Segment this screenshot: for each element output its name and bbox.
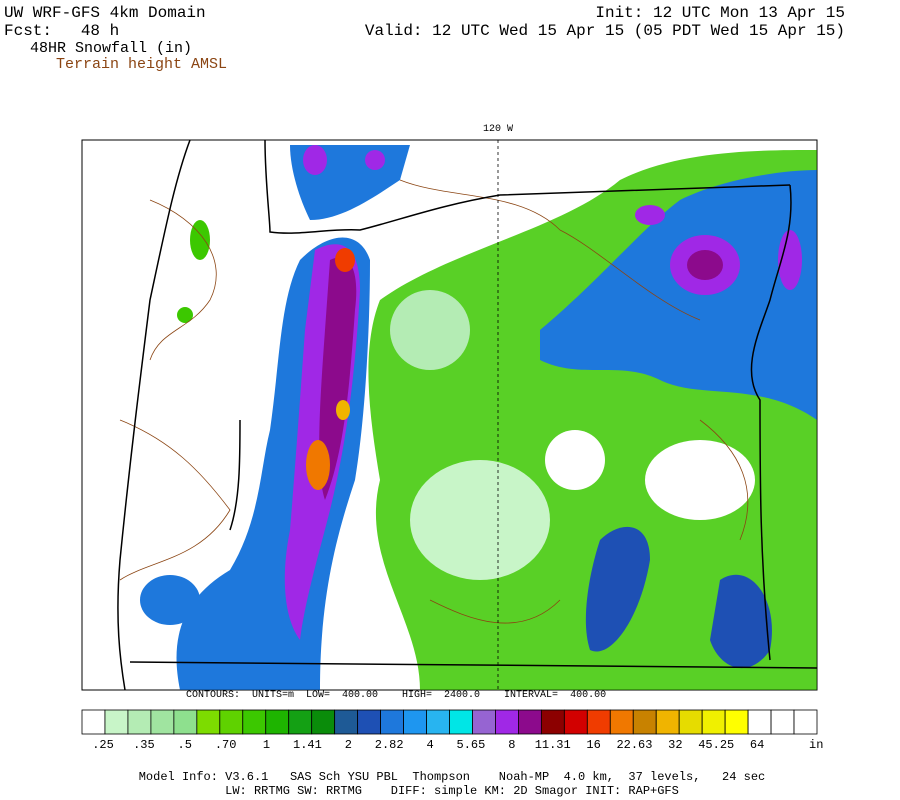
- colorbar-box: [127, 709, 152, 735]
- colorbar-box: [242, 709, 267, 735]
- colorbar-box: [196, 709, 221, 735]
- field-name: 48HR Snowfall (in): [30, 40, 192, 57]
- meridian-label: 120 W: [483, 124, 513, 135]
- colorbar-label: 64: [750, 738, 764, 752]
- colorbar-box: [472, 709, 496, 735]
- colorbar-box: [540, 709, 565, 735]
- colorbar-box: [770, 709, 795, 735]
- colorbar-label: .25: [92, 738, 114, 752]
- colorbar-label: 2: [345, 738, 352, 752]
- overlay-name: Terrain height AMSL: [56, 56, 227, 73]
- colorbar-box: [403, 709, 427, 735]
- colorbar-label: 11.31: [535, 738, 571, 752]
- colorbar-box: [655, 709, 680, 735]
- footer-physics: LW: RRTMG SW: RRTMG DIFF: simple KM: 2D …: [225, 784, 679, 798]
- colorbar-box: [609, 709, 634, 735]
- colorbar-box: [793, 709, 818, 735]
- colorbar-box: [219, 709, 244, 735]
- colorbar-label: 22.63: [616, 738, 652, 752]
- colorbar-unit: in: [809, 738, 823, 752]
- colorbar-label: 16: [586, 738, 600, 752]
- colorbar-label: .5: [178, 738, 192, 752]
- colorbar-box: [724, 709, 749, 735]
- colorbar-box: [357, 709, 381, 735]
- colorbar-box: [334, 709, 359, 735]
- colorbar-label: 2.82: [375, 738, 404, 752]
- colorbar-box: [495, 709, 519, 735]
- colorbar-label: 1: [263, 738, 270, 752]
- colorbar-box: [380, 709, 404, 735]
- model-title: UW WRF-GFS 4km Domain: [4, 4, 206, 22]
- colorbar-box: [104, 709, 129, 735]
- init-time: Init: 12 UTC Mon 13 Apr 15: [595, 4, 845, 22]
- colorbar-box: [632, 709, 657, 735]
- colorbar-label: 1.41: [293, 738, 322, 752]
- forecast-hour: Fcst: 48 h: [4, 22, 119, 40]
- colorbar-box: [563, 709, 588, 735]
- colorbar-box: [701, 709, 726, 735]
- colorbar-box: [678, 709, 703, 735]
- colorbar-label: 4: [426, 738, 433, 752]
- colorbar-box: [311, 709, 336, 735]
- contour-info: CONTOURS: UNITS=m LOW= 400.00 HIGH= 2400…: [186, 690, 606, 701]
- colorbar-label: .70: [215, 738, 237, 752]
- colorbar-box: [81, 709, 106, 735]
- colorbar-label: 8: [508, 738, 515, 752]
- colorbar-box: [518, 709, 542, 735]
- colorbar-box: [288, 709, 313, 735]
- colorbar-label: 45.25: [698, 738, 734, 752]
- colorbar-box: [150, 709, 175, 735]
- colorbar-label: 32: [668, 738, 682, 752]
- map: [81, 139, 818, 691]
- colorbar-box: [173, 709, 198, 735]
- footer-model-info: Model Info: V3.6.1 SAS Sch YSU PBL Thomp…: [139, 770, 766, 784]
- colorbar-box: [265, 709, 290, 735]
- colorbar-label: .35: [133, 738, 155, 752]
- colorbar-box: [586, 709, 611, 735]
- colorbar-label: 5.65: [457, 738, 486, 752]
- colorbar-box: [747, 709, 772, 735]
- colorbar-box: [449, 709, 473, 735]
- colorbar: .25 .35 .5 .70 1 1.41 2 2.82 4 5.65 8 11.31 16 22.63 3…: [81, 709, 818, 752]
- valid-time: Valid: 12 UTC Wed 15 Apr 15 (05 PDT Wed …: [365, 22, 845, 40]
- colorbar-box: [426, 709, 450, 735]
